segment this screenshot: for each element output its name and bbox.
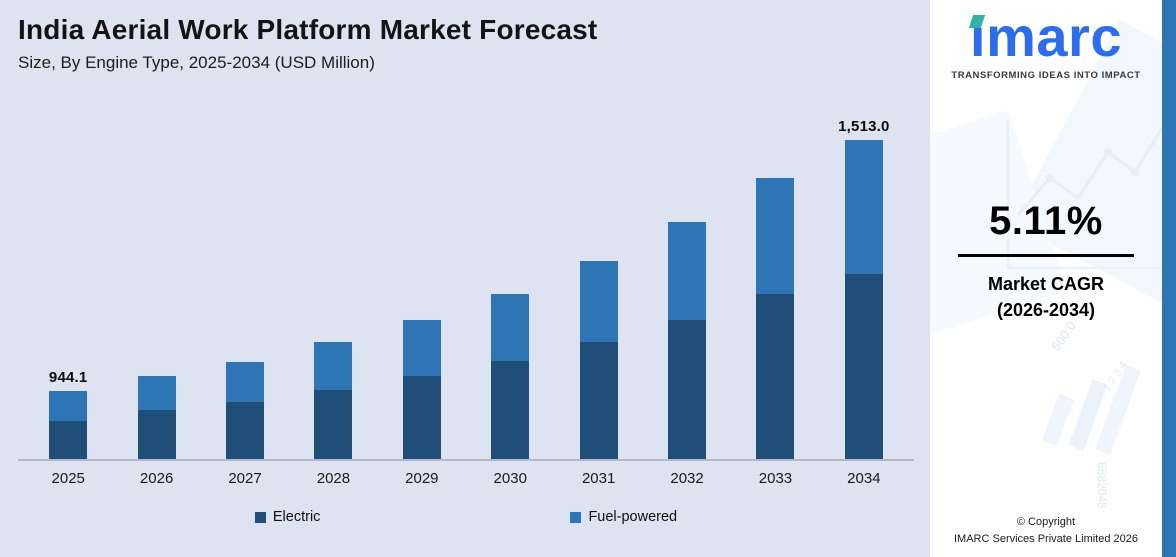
chart-panel: India Aerial Work Platform Market Foreca… — [0, 0, 930, 557]
electric-segment — [314, 390, 353, 459]
chart-title: India Aerial Work Platform Market Foreca… — [18, 14, 598, 45]
copyright-notice: © Copyright IMARC Services Private Limit… — [954, 514, 1138, 547]
electric-segment — [402, 376, 441, 459]
x-axis-label: 2031 — [581, 470, 616, 487]
legend-label-fuel-powered: Fuel-powered — [588, 509, 678, 525]
copyright-line1: © Copyright — [1016, 516, 1076, 528]
cagr-label-line2: (2026-2034) — [996, 299, 1096, 320]
stacked-bar — [579, 260, 618, 459]
stacked-bar — [491, 293, 530, 459]
electric-segment — [844, 273, 883, 459]
copyright-line2: IMARC Services Private Limited 2026 — [953, 532, 1138, 545]
bar-group — [554, 260, 642, 459]
bar-group — [112, 376, 200, 459]
stacked-bar — [226, 361, 265, 459]
fuel-powered-segment — [137, 376, 176, 410]
x-axis-label: 2025 — [51, 470, 85, 487]
bar-group: 944.1 — [24, 369, 112, 459]
bar-group — [731, 178, 819, 459]
x-axis-label: 2032 — [670, 470, 704, 487]
chart-subtitle: Size, By Engine Type, 2025-2034 (USD Mil… — [18, 53, 375, 72]
x-axis-label: 2030 — [493, 470, 527, 487]
fuel-powered-segment — [314, 341, 353, 391]
fuel-powered-segment — [844, 139, 883, 274]
fuel-powered-segment — [49, 391, 88, 421]
cagr-block: 5.11% Market CAGR (2026-2034) — [958, 199, 1134, 323]
bar-group — [201, 361, 289, 459]
fuel-powered-segment — [491, 293, 530, 361]
electric-segment — [137, 409, 176, 459]
electric-segment — [579, 341, 618, 459]
bar-value-label: 944.1 — [48, 369, 88, 386]
brand-sidebar: 500.0 1 2 3 4 6882048 imarc TRANSFORMING… — [930, 0, 1162, 557]
x-axis-label: 2026 — [139, 470, 174, 487]
fuel-powered-segment — [226, 361, 265, 402]
legend-item-fuel-powered: Fuel-powered — [570, 509, 677, 525]
cagr-value: 5.11% — [989, 198, 1103, 243]
cagr-underline — [958, 253, 1134, 257]
bar-group — [378, 319, 466, 459]
x-axis-label: 2033 — [758, 470, 793, 487]
legend-swatch-fuel-powered — [570, 511, 582, 523]
right-edge-accent-strip — [1162, 0, 1176, 557]
bar-group — [643, 221, 731, 459]
imarc-logo: imarc — [968, 5, 1122, 68]
x-axis-label: 2027 — [228, 470, 262, 487]
fuel-powered-segment — [579, 260, 618, 342]
stacked-bar — [668, 221, 707, 459]
bar-group — [466, 293, 554, 459]
fuel-powered-segment — [402, 319, 441, 377]
sidebar-content: imarc TRANSFORMING IDEAS INTO IMPACT 5.1… — [930, 0, 1162, 557]
stacked-bar — [402, 319, 441, 459]
watermark-number: 6882048 — [1095, 462, 1109, 509]
stacked-bar — [756, 178, 795, 459]
stacked-bar — [844, 139, 883, 459]
fuel-powered-segment — [668, 221, 707, 320]
stacked-bar — [49, 391, 88, 459]
electric-segment — [491, 361, 530, 459]
legend-item-electric: Electric — [254, 509, 321, 525]
fuel-powered-segment — [756, 178, 795, 294]
stacked-bar — [314, 341, 353, 459]
electric-segment — [226, 401, 265, 459]
x-axis-label: 2028 — [316, 470, 351, 487]
decorative-watermark-graphics: 500.0 1 2 3 4 6882048 — [930, 20, 1162, 509]
bars: 944.1 1,513.0 — [18, 118, 914, 461]
imarc-logo-text: imarc — [970, 5, 1122, 68]
electric-segment — [668, 319, 707, 459]
chart-legend: Electric Fuel-powered — [18, 509, 914, 525]
bar-group: 1,513.0 — [820, 118, 908, 459]
bar-group — [289, 341, 377, 459]
stacked-bar — [137, 376, 176, 459]
x-axis-label: 2034 — [847, 470, 881, 487]
electric-segment — [49, 421, 88, 459]
x-axis-label: 2029 — [405, 470, 439, 487]
legend-label-electric: Electric — [272, 509, 321, 525]
bar-value-label: 1,513.0 — [838, 117, 890, 135]
electric-segment — [756, 293, 795, 459]
year-labels: 2025 2026 2027 2028 2029 2030 2031 2032 2033 2034 — [18, 470, 914, 487]
brand-tagline: TRANSFORMING IDEAS INTO IMPACT — [951, 69, 1141, 81]
legend-swatch-electric — [254, 511, 266, 523]
cagr-label-line1: Market CAGR — [987, 273, 1105, 294]
